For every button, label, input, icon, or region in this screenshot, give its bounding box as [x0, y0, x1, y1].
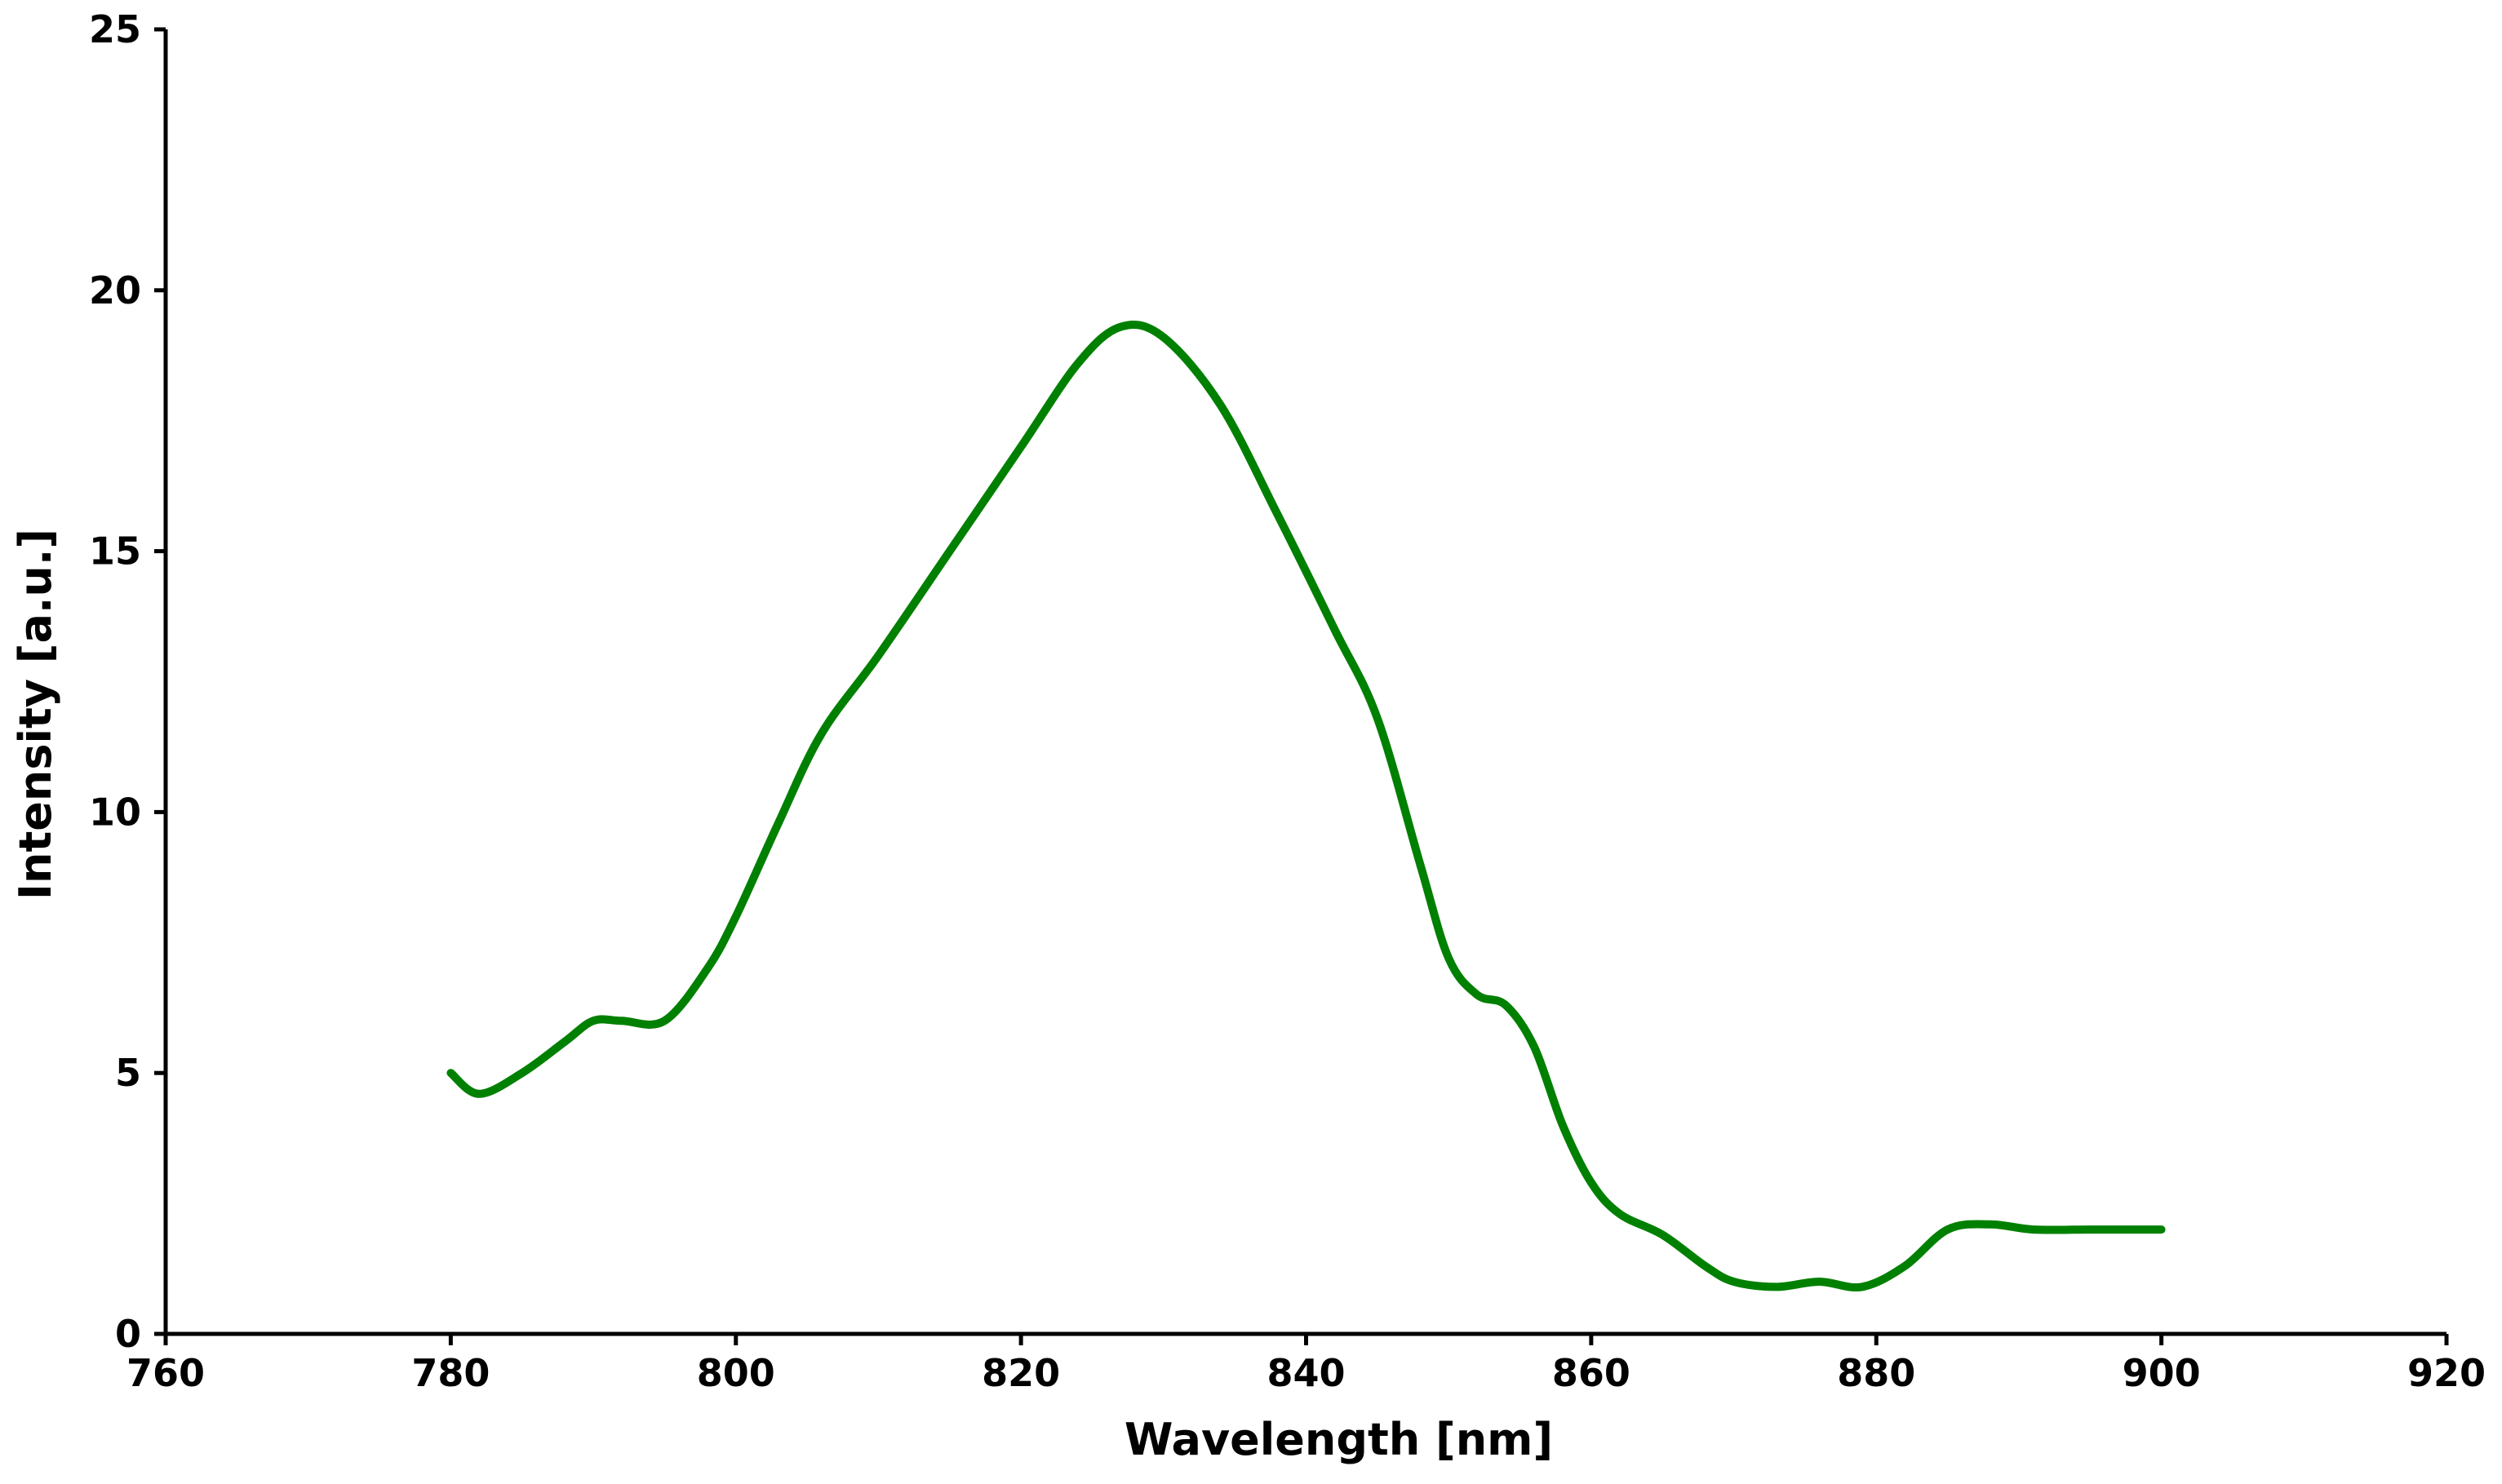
y-axis-label: Intensity [a.u.]: [10, 529, 61, 900]
x-tick-label: 900: [2123, 1351, 2201, 1395]
y-tick-label: 25: [89, 7, 141, 51]
x-tick-label: 760: [126, 1351, 205, 1395]
x-tick-label: 860: [1552, 1351, 1630, 1395]
y-tick-label: 5: [115, 1051, 141, 1095]
x-tick-label: 820: [982, 1351, 1060, 1395]
chart-axes: [163, 29, 2447, 1336]
y-axis-ticks: 0 5 10 15 20 25: [89, 7, 166, 1356]
y-tick-label: 10: [89, 790, 141, 834]
x-tick-label: 800: [697, 1351, 775, 1395]
y-tick-label: 0: [115, 1312, 141, 1356]
y-tick-label: 15: [89, 529, 141, 574]
x-tick-label: 880: [1837, 1351, 1915, 1395]
x-axis-ticks: 760 780 800 820 840 860 880 900 920: [126, 1334, 2486, 1395]
series-layer: [446, 321, 2166, 1292]
x-tick-label: 780: [411, 1351, 490, 1395]
y-tick-label: 20: [89, 268, 141, 312]
series-line-0: [446, 321, 2166, 1292]
x-tick-label: 920: [2407, 1351, 2486, 1395]
x-tick-label: 840: [1267, 1351, 1345, 1395]
x-axis-label: Wavelength [nm]: [1125, 1414, 1553, 1465]
